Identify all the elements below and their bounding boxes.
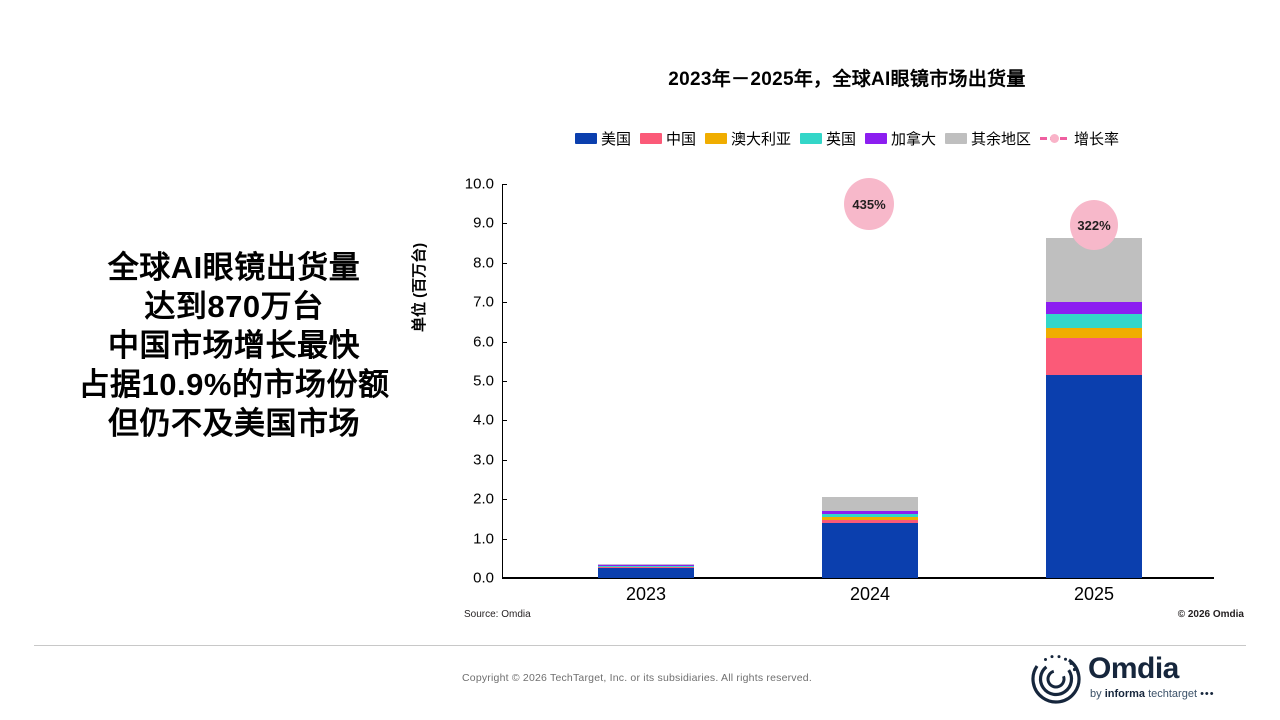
legend-item-growth-rate[interactable]: 增长率 (1040, 128, 1119, 149)
legend-item-china[interactable]: 中国 (639, 128, 696, 149)
bar-segment-us[interactable] (1046, 375, 1142, 578)
y-tick-label: 10.0 (464, 175, 494, 193)
y-tick-label: 3.0 (473, 451, 494, 469)
source-note: Source: Omdia (464, 609, 531, 620)
key-message-block: 全球AI眼镜出货量 达到870万台 中国市场增长最快 占据10.9%的市场份额 … (34, 248, 434, 443)
y-axis: 10.0 9.0 8.0 7.0 6.0 5.0 4.0 3.0 2.0 1.0… (452, 176, 498, 587)
key-message-line-2: 达到870万台 (144, 289, 324, 325)
y-tick-label: 8.0 (473, 254, 494, 272)
growth-rate-value-2025: 322% (1077, 217, 1111, 233)
y-tick-mark (502, 420, 507, 422)
legend-swatch-china (639, 133, 662, 144)
bar-segment-uk[interactable] (822, 513, 918, 517)
legend-label-us: 美国 (600, 131, 631, 148)
legend-label-china: 中国 (665, 131, 696, 148)
legend-swatch-rest-of-world (945, 133, 968, 144)
y-tick-label: 7.0 (473, 293, 494, 311)
key-message-line-1: 全球AI眼镜出货量 (107, 250, 361, 285)
omdia-circular-mark (1031, 654, 1081, 704)
legend-item-us[interactable]: 美国 (574, 128, 631, 149)
y-tick-mark (502, 262, 507, 264)
legend-swatch-uk (799, 133, 822, 144)
legend-label-australia: 澳大利亚 (730, 131, 791, 148)
bar-segment-china[interactable] (1046, 338, 1142, 376)
y-axis-title: 单位 (百万台) (411, 242, 428, 332)
legend-label-growth-rate: 增长率 (1074, 131, 1120, 148)
omdia-logo: Omdia by informa techtarget ••• (1030, 650, 1252, 706)
omdia-tagline-dots: ••• (1200, 688, 1215, 700)
bar-segment-canada[interactable] (822, 510, 918, 514)
y-tick-label: 1.0 (473, 530, 494, 548)
legend-item-uk[interactable]: 英国 (799, 128, 856, 149)
key-message-line-5: 但仍不及美国市场 (108, 406, 360, 442)
bar-series-layer: 435% 322% (514, 178, 1214, 578)
chart-legend: 美国 中国 澳大利亚 英国 加拿大 其余地区 (452, 128, 1242, 149)
y-tick-label: 0.0 (473, 569, 494, 587)
plot-area: 单位 (百万台) 10.0 9.0 8.0 7.0 6.0 5.0 4.0 3.… (411, 176, 1214, 604)
bar-group-2025[interactable] (1046, 238, 1142, 578)
y-tick-label: 2.0 (473, 490, 494, 508)
legend-item-canada[interactable]: 加拿大 (865, 128, 936, 149)
y-tick-label: 4.0 (473, 411, 494, 429)
legend-label-uk: 英国 (825, 131, 856, 148)
chart-container: 2023年－2025年，全球AI眼镜市场出货量 美国 中国 澳大利亚 英国 加拿… (411, 56, 1252, 636)
legend-item-australia[interactable]: 澳大利亚 (704, 128, 791, 149)
y-tick-mark (502, 381, 507, 382)
bar-segment-china[interactable] (822, 520, 918, 523)
bar-segment-us[interactable] (598, 567, 694, 578)
x-tick-label-2023: 2023 (625, 584, 667, 604)
growth-rate-bubble-2025[interactable]: 322% (1070, 200, 1118, 250)
footer-copyright: Copyright © 2026 TechTarget, Inc. or its… (462, 672, 812, 684)
y-tick-mark (502, 302, 507, 304)
y-tick-label: 9.0 (473, 214, 494, 232)
x-tick-label-2025: 2025 (1073, 584, 1115, 604)
x-axis: 2023 2024 2025 (514, 584, 1214, 614)
key-message-line-4: 占据10.9%的市场份额 (78, 367, 390, 403)
growth-rate-value-2024: 435% (852, 196, 886, 212)
y-tick-mark (502, 459, 507, 461)
x-axis-line (502, 577, 1214, 579)
bar-segment-rest-of-world[interactable] (598, 564, 694, 566)
growth-rate-bubble-2024[interactable]: 435% (844, 178, 894, 230)
omdia-tagline-bold: informa (1104, 688, 1146, 700)
bar-group-2024[interactable] (822, 497, 918, 578)
bar-segment-uk[interactable] (1046, 313, 1142, 329)
legend-label-canada: 加拿大 (891, 131, 937, 148)
bar-segment-us[interactable] (822, 522, 918, 578)
omdia-tagline: by informa techtarget ••• (1090, 688, 1215, 700)
x-tick-label-2024: 2024 (849, 584, 891, 604)
legend-marker-growth-rate (1040, 133, 1071, 144)
y-tick-mark (502, 499, 507, 501)
y-tick-mark (502, 223, 507, 225)
y-tick-mark (502, 538, 507, 540)
footer-divider (34, 645, 1246, 646)
bar-segment-canada[interactable] (1046, 302, 1142, 314)
legend-swatch-canada (865, 133, 887, 144)
bar-segment-rest-of-world[interactable] (822, 497, 918, 511)
y-tick-mark (502, 341, 507, 343)
legend-swatch-australia (704, 133, 727, 144)
legend-item-rest-of-world[interactable]: 其余地区 (945, 128, 1031, 149)
bar-group-2023[interactable] (598, 564, 694, 578)
bar-segment-australia[interactable] (822, 517, 918, 521)
copyright-note: © 2026 Omdia (1177, 609, 1244, 620)
legend-swatch-us (574, 133, 597, 144)
y-tick-mark (502, 184, 507, 185)
key-message-line-3: 中国市场增长最快 (108, 328, 360, 364)
chart-title: 2023年－2025年，全球AI眼镜市场出货量 (668, 69, 1026, 90)
omdia-wordmark: Omdia (1088, 652, 1179, 685)
omdia-tagline-prefix: by (1090, 688, 1105, 700)
omdia-tagline-rest: techtarget (1145, 688, 1198, 700)
bar-segment-australia[interactable] (1046, 328, 1142, 339)
y-tick-label: 5.0 (473, 372, 494, 390)
legend-label-rest-of-world: 其余地区 (971, 131, 1032, 148)
y-tick-label: 6.0 (473, 333, 494, 351)
